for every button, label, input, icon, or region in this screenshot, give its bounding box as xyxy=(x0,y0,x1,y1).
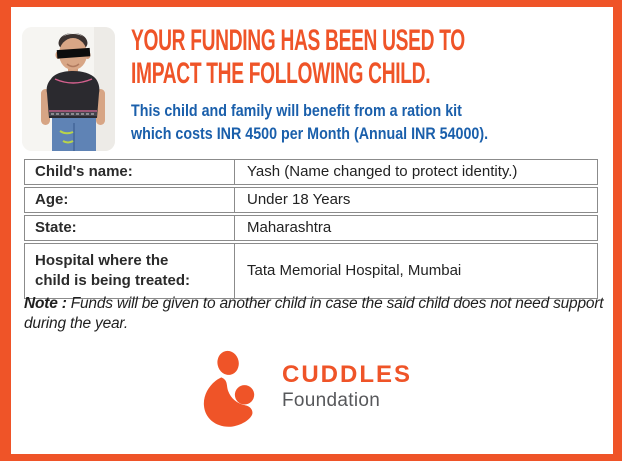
row-value: Yash (Name changed to protect identity.) xyxy=(247,163,518,180)
table-row-age: Age: Under 18 Years xyxy=(24,187,598,213)
note-label: Note : xyxy=(24,295,67,312)
cuddles-foundation-logo: CUDDLES Foundation xyxy=(202,350,412,428)
subtitle-line-2: which costs INR 4500 per Month (Annual I… xyxy=(131,124,489,143)
page-title: YOUR FUNDING HAS BEEN USED TO IMPACT THE… xyxy=(131,24,465,90)
row-label: Child's name: xyxy=(25,160,235,184)
row-label: Age: xyxy=(25,188,235,212)
row-value: Under 18 Years xyxy=(247,191,351,208)
table-row-hospital: Hospital where the child is being treate… xyxy=(24,243,598,299)
title-line-1: YOUR FUNDING HAS BEEN USED TO xyxy=(131,24,465,57)
subtitle-line-1: This child and family will benefit from … xyxy=(131,101,462,120)
table-row-child-name: Child's name: Yash (Name changed to prot… xyxy=(24,159,598,185)
logo-subtitle: Foundation xyxy=(282,390,381,411)
logo-brand-name: CUDDLES xyxy=(282,361,413,388)
child-info-table: Child's name: Yash (Name changed to prot… xyxy=(24,159,598,301)
table-row-state: State: Maharashtra xyxy=(24,215,598,241)
note-body: Funds will be given to another child in … xyxy=(24,295,604,332)
child-photo xyxy=(22,27,115,151)
row-value: Maharashtra xyxy=(247,219,332,236)
logo-text: CUDDLES Foundation xyxy=(282,350,412,412)
title-line-2: IMPACT THE FOLLOWING CHILD. xyxy=(131,57,431,90)
cuddles-logo-icon xyxy=(203,350,255,427)
row-value: Tata Memorial Hospital, Mumbai xyxy=(247,262,462,279)
child-photo-illustration xyxy=(22,27,115,151)
row-label: Hospital where the child is being treate… xyxy=(25,244,235,298)
row-label: State: xyxy=(25,216,235,240)
note-text: Note : Funds will be given to another chi… xyxy=(24,294,604,334)
funding-description: This child and family will benefit from … xyxy=(131,99,488,145)
